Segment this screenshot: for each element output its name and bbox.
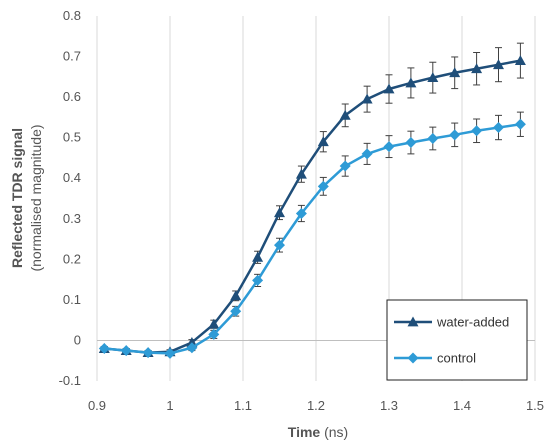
data-point <box>493 122 504 134</box>
y-tick-label: 0.1 <box>63 292 81 307</box>
data-point <box>383 141 395 153</box>
data-point <box>361 148 373 160</box>
data-point <box>274 239 285 251</box>
x-tick-label: 1.5 <box>526 398 544 413</box>
legend-items: water-added control <box>394 315 509 366</box>
data-point <box>230 290 242 301</box>
data-point <box>274 207 285 218</box>
y-tick-label: 0 <box>74 332 81 347</box>
x-tick-label: 1.3 <box>380 398 398 413</box>
x-tick-label: 1.1 <box>234 398 252 413</box>
y-tick-label: 0.6 <box>63 89 81 104</box>
data-point <box>449 129 461 141</box>
x-axis-title-bold: Time <box>288 424 321 440</box>
legend: water-added control <box>386 299 528 381</box>
y-axis-title-line2: (normalised magnitude) <box>28 124 44 271</box>
data-point <box>405 77 417 88</box>
legend-label: water-added <box>436 315 509 330</box>
x-tick-labels: 0.9 1 1.1 1.2 1.3 1.4 1.5 <box>88 398 544 413</box>
data-point <box>230 305 242 317</box>
legend-label: control <box>437 351 476 366</box>
y-axis-title-line1: Reflected TDR signal <box>9 128 25 268</box>
x-tick-label: 1.2 <box>307 398 325 413</box>
data-point <box>471 125 483 137</box>
x-tick-label: 1 <box>166 398 173 413</box>
x-axis-title: Time (ns) <box>288 424 348 440</box>
data-point <box>208 328 220 340</box>
data-point <box>471 63 483 74</box>
legend-marker <box>407 316 419 327</box>
data-point <box>208 318 220 329</box>
y-tick-label: 0.5 <box>63 130 81 145</box>
data-point <box>383 83 395 94</box>
data-point <box>405 137 417 149</box>
data-point <box>252 251 264 262</box>
legend-marker <box>407 352 419 364</box>
data-point <box>514 118 526 130</box>
series-layer <box>98 42 526 359</box>
y-tick-label: 0.7 <box>63 49 81 64</box>
y-tick-label: 0.8 <box>63 8 81 23</box>
data-point <box>295 168 307 179</box>
data-point <box>361 93 373 104</box>
data-point <box>98 343 110 355</box>
series-control <box>98 111 526 359</box>
data-point <box>142 347 154 359</box>
data-point <box>427 132 439 144</box>
data-point <box>164 347 176 359</box>
y-tick-label: 0.4 <box>63 170 81 185</box>
data-point <box>514 55 526 66</box>
data-point <box>317 180 329 192</box>
data-point <box>493 59 504 70</box>
data-point <box>186 336 198 347</box>
x-tick-label: 0.9 <box>88 398 106 413</box>
data-point <box>317 136 329 147</box>
x-axis-title-unit: (ns) <box>320 424 348 440</box>
x-tick-label: 1.4 <box>453 398 471 413</box>
y-tick-label: 0.2 <box>63 251 81 266</box>
data-point <box>186 342 198 354</box>
data-point <box>339 109 351 120</box>
data-point <box>449 67 461 78</box>
y-tick-labels: -0.1 0 0.1 0.2 0.3 0.4 0.5 0.6 0.7 0.8 <box>59 8 81 388</box>
legend-box <box>386 299 528 381</box>
data-point <box>295 208 307 220</box>
y-tick-label: -0.1 <box>59 373 81 388</box>
data-point <box>339 160 351 172</box>
data-point <box>252 274 264 286</box>
y-tick-label: 0.3 <box>63 211 81 226</box>
series-line <box>104 59 521 354</box>
data-point <box>427 72 439 83</box>
data-point <box>120 345 132 357</box>
